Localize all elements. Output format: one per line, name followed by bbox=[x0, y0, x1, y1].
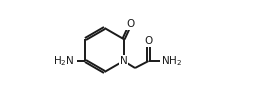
Text: NH$_2$: NH$_2$ bbox=[161, 54, 182, 68]
Text: N: N bbox=[120, 56, 128, 66]
Text: O: O bbox=[145, 36, 153, 46]
Text: H$_2$N: H$_2$N bbox=[53, 54, 74, 68]
Text: O: O bbox=[126, 19, 134, 29]
